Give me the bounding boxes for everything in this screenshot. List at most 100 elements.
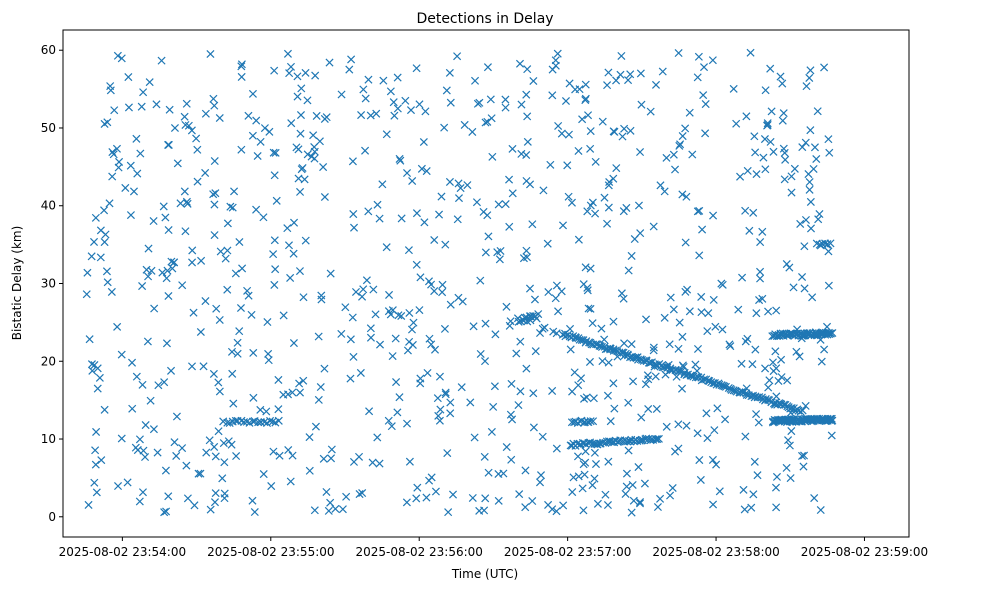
- data-point: [740, 505, 749, 514]
- data-point: [637, 413, 646, 422]
- data-point: [746, 48, 755, 57]
- data-point: [597, 324, 606, 333]
- data-point: [674, 420, 683, 429]
- data-point: [561, 96, 570, 106]
- data-point: [430, 235, 439, 245]
- data-point: [786, 474, 795, 483]
- data-point: [494, 200, 503, 209]
- data-point: [113, 51, 122, 60]
- data-point: [259, 213, 268, 222]
- x-axis: 2025-08-02 23:54:00 2025-08-02 23:55:00 20…: [59, 537, 928, 559]
- data-point: [422, 493, 431, 502]
- data-point: [778, 116, 787, 125]
- data-point: [288, 388, 297, 397]
- data-point: [435, 210, 444, 219]
- data-point: [182, 197, 191, 206]
- data-point: [557, 287, 566, 296]
- data-point: [162, 507, 171, 516]
- data-point: [446, 398, 455, 407]
- data-point: [388, 352, 397, 361]
- data-point: [382, 130, 391, 139]
- data-point: [712, 460, 721, 469]
- data-point: [373, 200, 382, 209]
- data-point: [660, 187, 669, 196]
- data-point: [806, 126, 815, 135]
- data-point: [618, 132, 627, 141]
- data-point: [680, 370, 689, 379]
- data-point: [389, 98, 398, 107]
- data-point: [296, 111, 305, 120]
- x-tick-label: 2025-08-02 23:56:00: [355, 545, 482, 559]
- data-point: [371, 310, 380, 319]
- data-point: [228, 369, 237, 378]
- data-point: [624, 76, 633, 85]
- data-point: [640, 479, 649, 488]
- data-point: [760, 135, 769, 144]
- data-point: [408, 176, 417, 186]
- data-point: [756, 267, 765, 276]
- data-point: [781, 155, 790, 164]
- data-point: [523, 112, 532, 121]
- data-point: [314, 332, 323, 341]
- data-point: [434, 411, 443, 420]
- data-point: [405, 457, 414, 466]
- data-point: [627, 251, 636, 260]
- data-point: [301, 68, 310, 77]
- data-point: [87, 252, 96, 261]
- data-point: [538, 432, 547, 441]
- data-point: [393, 408, 402, 417]
- data-point: [310, 506, 319, 515]
- data-point: [113, 322, 122, 331]
- data-point: [395, 393, 404, 402]
- data-point: [124, 73, 133, 82]
- data-point: [238, 264, 247, 273]
- data-point: [249, 348, 258, 357]
- data-point: [96, 226, 105, 235]
- data-point: [751, 148, 760, 157]
- data-point: [236, 303, 245, 313]
- data-point: [567, 198, 576, 207]
- data-point: [612, 164, 621, 173]
- data-point: [666, 293, 675, 302]
- data-point: [505, 321, 514, 330]
- data-point: [188, 258, 197, 267]
- data-point: [205, 436, 214, 445]
- data-point: [117, 434, 126, 443]
- data-point: [827, 431, 836, 440]
- data-point: [211, 452, 220, 461]
- data-point: [805, 178, 814, 187]
- data-point: [247, 310, 256, 319]
- data-point: [709, 211, 718, 220]
- data-point: [206, 49, 215, 59]
- data-point: [93, 384, 102, 393]
- data-point: [164, 291, 173, 301]
- data-point: [805, 73, 814, 82]
- data-point: [721, 415, 730, 424]
- data-point: [523, 137, 532, 146]
- data-point: [752, 309, 761, 318]
- data-point: [579, 280, 588, 289]
- data-point: [210, 442, 219, 451]
- data-point: [274, 416, 283, 425]
- data-point: [494, 469, 503, 479]
- data-point: [481, 248, 490, 257]
- data-point: [681, 238, 690, 247]
- data-point: [502, 302, 511, 311]
- data-point: [590, 448, 599, 457]
- data-point: [126, 161, 135, 170]
- data-point: [491, 330, 500, 339]
- data-point: [137, 102, 146, 111]
- y-tick-label: 0: [48, 510, 56, 524]
- data-point: [256, 137, 265, 146]
- data-point: [416, 379, 425, 388]
- data-point: [147, 266, 156, 275]
- data-point: [606, 417, 615, 426]
- data-point: [92, 427, 101, 436]
- y-tick-label: 60: [41, 43, 56, 57]
- data-point: [695, 456, 704, 465]
- data-point: [305, 433, 314, 442]
- data-point: [825, 148, 834, 157]
- data-point: [440, 123, 449, 132]
- data-point: [809, 164, 818, 174]
- data-point: [357, 111, 366, 120]
